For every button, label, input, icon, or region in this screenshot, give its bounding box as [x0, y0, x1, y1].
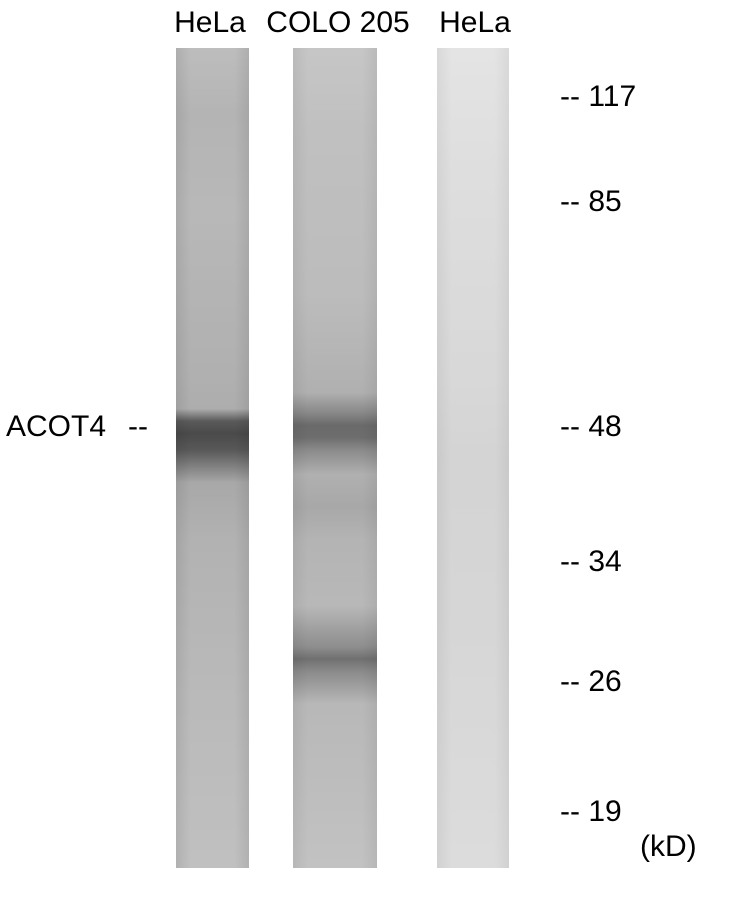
lane-label-1: HeLa — [160, 6, 260, 40]
marker-value: 117 — [588, 80, 636, 113]
mw-marker-26: -- 26 — [560, 665, 622, 699]
mw-marker-117: -- 117 — [560, 80, 636, 114]
marker-tick: -- — [560, 795, 588, 828]
marker-value: 26 — [588, 665, 621, 698]
marker-tick: -- — [560, 80, 588, 113]
marker-tick: -- — [560, 665, 588, 698]
blot-lane-2 — [293, 48, 377, 868]
lane-label-3: HeLa — [420, 6, 530, 40]
marker-tick: -- — [560, 185, 588, 218]
lane-label-2: COLO 205 — [253, 6, 423, 40]
marker-value: 19 — [588, 795, 621, 828]
blot-lane-1 — [176, 48, 249, 868]
marker-value: 48 — [588, 410, 621, 443]
marker-tick: -- — [560, 410, 588, 443]
mw-marker-34: -- 34 — [560, 545, 622, 579]
marker-tick: -- — [560, 545, 588, 578]
protein-name-label: ACOT4 — [6, 410, 106, 444]
mw-marker-85: -- 85 — [560, 185, 622, 219]
mw-marker-19: -- 19 — [560, 795, 622, 829]
protein-tick: -- — [128, 410, 148, 444]
unit-label: (kD) — [640, 830, 697, 864]
blot-lane-3 — [437, 48, 509, 868]
marker-value: 85 — [588, 185, 621, 218]
blot-figure: HeLa COLO 205 HeLa ACOT4 -- -- 117 -- 85… — [0, 0, 749, 899]
marker-value: 34 — [588, 545, 621, 578]
mw-marker-48: -- 48 — [560, 410, 622, 444]
